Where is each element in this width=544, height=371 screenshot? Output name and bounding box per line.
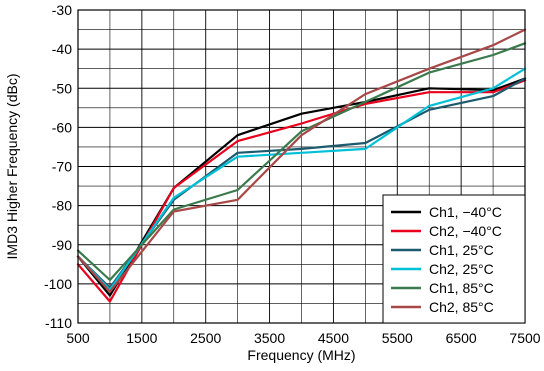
y-tick-label: -40: [52, 41, 72, 57]
y-tick-label: -80: [52, 198, 72, 214]
y-tick-label: -100: [44, 276, 72, 292]
x-tick-label: 5500: [382, 330, 413, 346]
y-tick-label: -60: [52, 119, 72, 135]
x-axis-title: Frequency (MHz): [247, 347, 355, 363]
legend-label: Ch2, −40°C: [429, 223, 502, 239]
x-tick-label: 6500: [446, 330, 477, 346]
y-axis-title: IMD3 Higher Frequency (dBc): [4, 74, 20, 260]
y-tick-label: -70: [52, 159, 72, 175]
legend: Ch1, −40°C Ch2, −40°C Ch1, 25°C Ch2, 25°C Ch…: [382, 194, 526, 324]
legend-items: Ch1, −40°C Ch2, −40°C Ch1, 25°C Ch2, 25°C Ch…: [391, 204, 502, 315]
x-tick-label: 1500: [126, 330, 157, 346]
series-line: [76, 42, 527, 282]
x-tick-label: 3500: [254, 330, 285, 346]
x-tick-label: 500: [66, 330, 90, 346]
x-tick-label: 7500: [509, 330, 540, 346]
x-tick-label: 2500: [190, 330, 221, 346]
series-line: [76, 28, 527, 293]
series-lines: [76, 28, 527, 303]
series-line: [76, 67, 527, 291]
y-tick-label: -50: [52, 80, 72, 96]
legend-label: Ch2, 85°C: [429, 299, 494, 315]
y-tick-label: -110: [45, 315, 72, 331]
legend-label: Ch1, 25°C: [429, 242, 494, 258]
y-tick-labels: -110 -100 -90 -80 -70 -60 -50 -40 -30: [44, 2, 72, 331]
legend-label: Ch1, 85°C: [429, 280, 494, 296]
x-tick-labels: 500 1500 2500 3500 4500 5500 6500 7500: [66, 330, 540, 346]
y-tick-label: -30: [52, 2, 72, 18]
x-tick-label: 4500: [318, 330, 349, 346]
y-tick-label: -90: [52, 237, 72, 253]
legend-box: [382, 194, 526, 324]
legend-label: Ch2, 25°C: [429, 261, 494, 277]
plot-area-border: [77, 9, 526, 324]
legend-label: Ch1, −40°C: [429, 204, 502, 220]
